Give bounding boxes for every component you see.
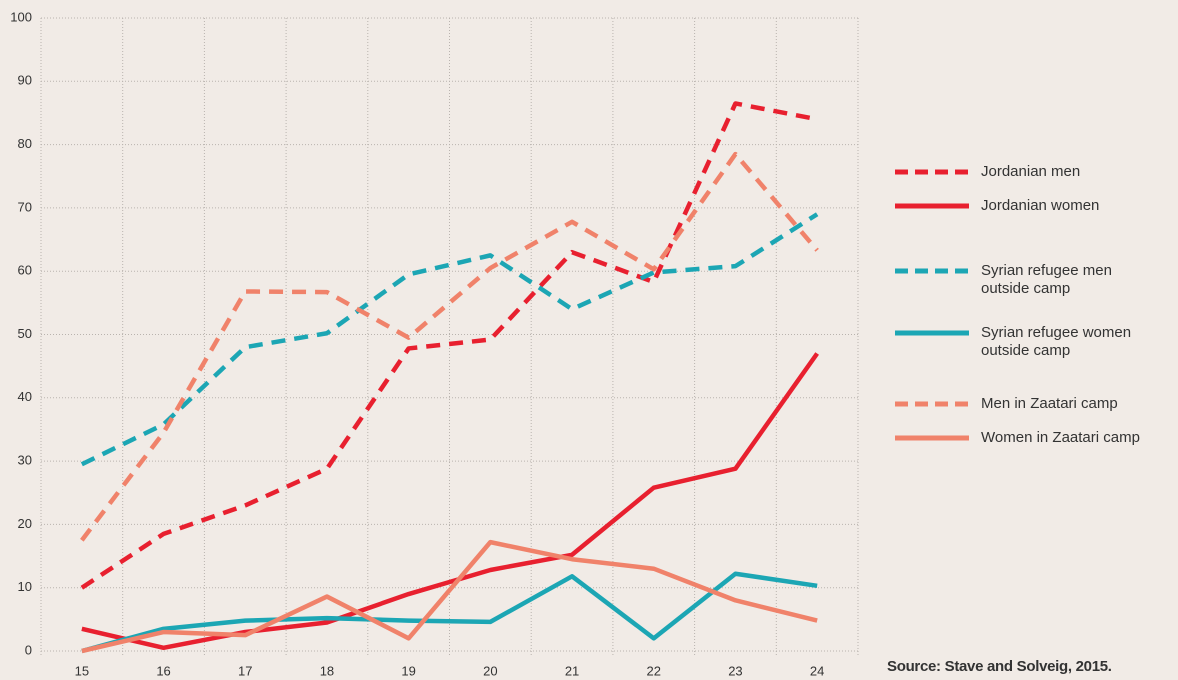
source-note: Source: Stave and Solveig, 2015. — [887, 658, 1112, 675]
x-tick-label: 15 — [75, 663, 89, 678]
legend-entry: Men in Zaatari camp — [893, 395, 1151, 413]
x-tick-label: 23 — [728, 663, 742, 678]
y-tick-label: 70 — [18, 199, 32, 214]
x-tick-label: 21 — [565, 663, 579, 678]
y-tick-label: 80 — [18, 136, 32, 151]
y-tick-label: 30 — [18, 453, 32, 468]
x-tick-label: 16 — [156, 663, 170, 678]
y-tick-label: 50 — [18, 326, 32, 341]
legend-label: Syrian refugee women outside camp — [981, 324, 1132, 359]
y-tick-label: 0 — [25, 642, 32, 657]
legend-swatch — [895, 203, 969, 209]
legend-swatch — [895, 435, 969, 441]
legend-swatch — [895, 330, 969, 336]
legend-swatch — [895, 169, 969, 175]
legend-entry: Syrian refugee women outside camp — [893, 324, 1151, 360]
x-tick-label: 22 — [647, 663, 661, 678]
series-line — [80, 151, 819, 542]
y-tick-label: 20 — [18, 516, 32, 531]
series-line — [81, 539, 818, 654]
legend-label: Women in Zaatari camp — [981, 429, 1140, 446]
x-tick-label: 17 — [238, 663, 252, 678]
y-tick-label: 40 — [18, 389, 32, 404]
legend-entry: Women in Zaatari camp — [893, 429, 1151, 447]
series-line — [80, 101, 818, 590]
legend-entry: Jordanian women — [893, 197, 1151, 215]
legend-label: Syrian refugee men outside camp — [981, 262, 1112, 297]
y-tick-label: 10 — [18, 579, 32, 594]
y-tick-label: 60 — [18, 263, 32, 278]
legend-swatch — [895, 268, 969, 274]
legend-label: Jordanian women — [981, 197, 1100, 214]
x-tick-label: 19 — [401, 663, 415, 678]
x-tick-label: 18 — [320, 663, 334, 678]
y-tick-label: 90 — [18, 73, 32, 88]
series-line — [81, 571, 818, 654]
legend-entry: Jordanian men — [893, 163, 1151, 181]
legend-swatch — [895, 401, 969, 407]
legend-label: Men in Zaatari camp — [981, 395, 1118, 412]
x-tick-label: 20 — [483, 663, 497, 678]
series-line — [80, 212, 819, 467]
y-tick-label: 100 — [10, 9, 32, 24]
legend-entry: Syrian refugee men outside camp — [893, 262, 1151, 298]
x-tick-label: 24 — [810, 663, 824, 678]
legend-label: Jordanian men — [981, 163, 1081, 180]
series-line — [81, 352, 819, 651]
